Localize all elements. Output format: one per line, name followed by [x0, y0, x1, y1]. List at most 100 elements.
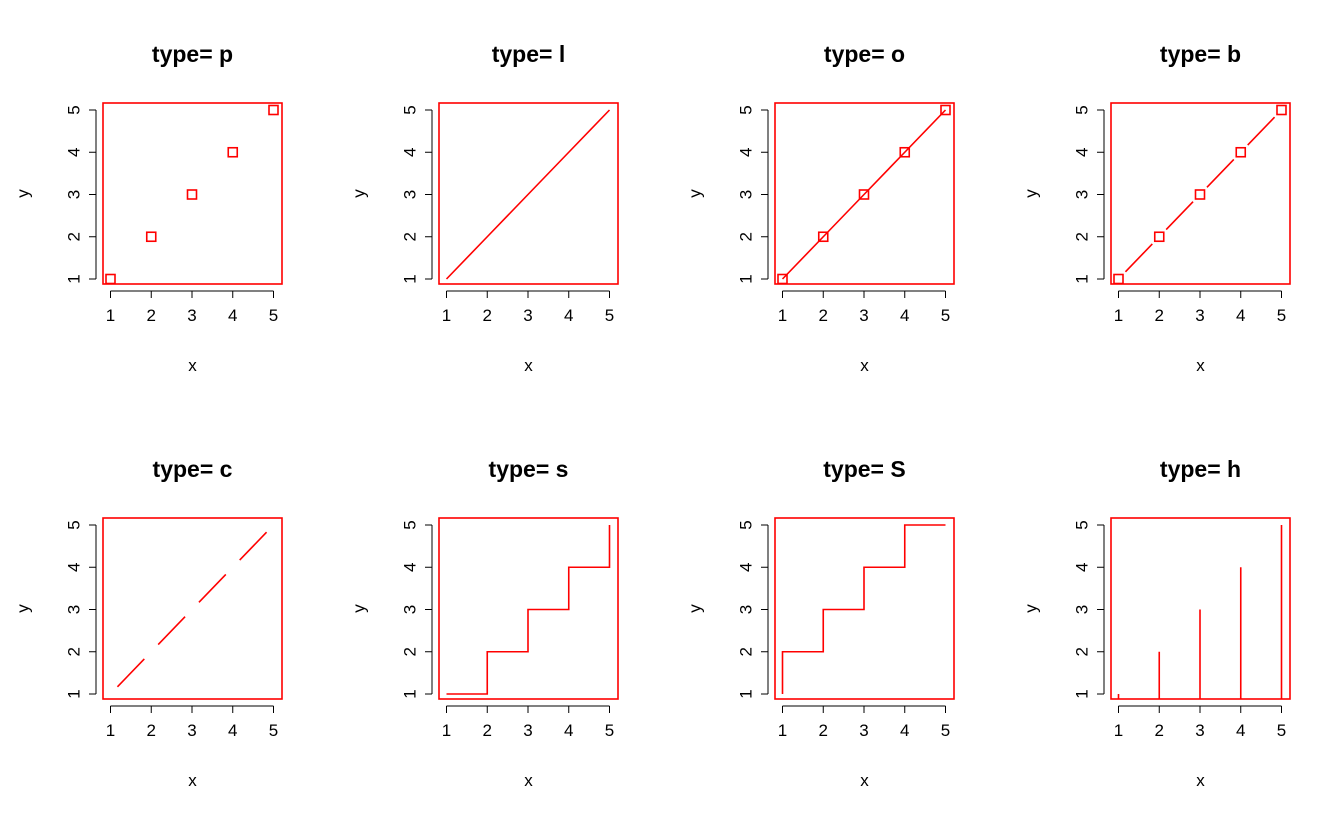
panel-o: type= o 1 2 3 4 5 x 1 2 3 4 5 y: [686, 41, 955, 375]
y-tick-label: 3: [737, 605, 756, 614]
series-segment: [239, 531, 268, 561]
y-tick-label: 3: [65, 605, 84, 614]
x-tick-label: 5: [941, 721, 950, 740]
series-segment: [1247, 116, 1276, 146]
data-point: [1194, 189, 1206, 200]
y-tick-label: 5: [65, 105, 84, 114]
plot-frame: [102, 517, 283, 700]
series-segment: [198, 573, 227, 603]
panel-title: type= p: [152, 41, 233, 67]
plot-frame: [1110, 517, 1291, 700]
x-tick-label: 2: [819, 721, 828, 740]
data-point: [817, 231, 829, 243]
y-tick-label: 3: [737, 190, 756, 199]
x-tick-label: 2: [147, 306, 156, 325]
y-axis-label: y: [14, 189, 33, 198]
y-tick-label: 1: [401, 689, 420, 698]
panel-title: type= c: [153, 456, 233, 482]
panel-b: type= b 1 2 3 4 5 x 1 2 3 4 5 y: [1022, 41, 1291, 375]
data-point: [1276, 104, 1287, 116]
x-axis-label: x: [188, 356, 197, 375]
x-tick-label: 1: [778, 721, 787, 740]
x-tick-label: 1: [1114, 306, 1123, 325]
x-axis-label: x: [524, 356, 533, 375]
x-tick-label: 2: [483, 306, 492, 325]
y-axis-label: y: [1022, 604, 1041, 613]
series-segment: [1124, 243, 1153, 273]
y-tick-label: 4: [737, 563, 756, 572]
panel-title: type= l: [492, 41, 566, 67]
data-point: [1235, 146, 1247, 158]
y-tick-label: 4: [1073, 563, 1092, 572]
x-tick-label: 3: [1195, 306, 1204, 325]
plot-frame: [438, 517, 619, 700]
series-segment: [157, 616, 186, 646]
x-tick-label: 3: [859, 721, 868, 740]
y-tick-label: 5: [737, 520, 756, 529]
y-tick-label: 4: [1073, 148, 1092, 157]
y-tick-label: 4: [65, 563, 84, 572]
y-tick-label: 2: [1073, 647, 1092, 656]
x-tick-label: 1: [1114, 721, 1123, 740]
series-step-line: [781, 524, 946, 694]
y-tick-label: 2: [737, 232, 756, 241]
y-tick-label: 3: [401, 190, 420, 199]
x-tick-label: 3: [1195, 721, 1204, 740]
x-tick-label: 4: [228, 306, 237, 325]
data-point: [940, 104, 951, 116]
x-tick-label: 1: [442, 306, 451, 325]
panel-l: type= l 1 2 3 4 5 x 1 2 3 4 5 y: [350, 41, 619, 375]
x-tick-label: 4: [228, 721, 237, 740]
y-axis-label: y: [686, 604, 705, 613]
y-tick-label: 2: [737, 647, 756, 656]
x-tick-label: 5: [1277, 306, 1286, 325]
x-tick-label: 5: [269, 721, 278, 740]
y-tick-label: 4: [737, 148, 756, 157]
panel-s: type= s 1 2 3 4 5 x 1 2 3 4 5 y: [350, 456, 619, 790]
panel-title: type= s: [489, 456, 569, 482]
data-point: [858, 189, 870, 200]
x-tick-label: 3: [523, 306, 532, 325]
x-tick-label: 2: [819, 306, 828, 325]
x-axis-label: x: [188, 771, 197, 790]
panel-title: type= o: [824, 41, 905, 67]
x-tick-label: 5: [605, 721, 614, 740]
y-tick-label: 5: [65, 520, 84, 529]
y-axis-label: y: [350, 604, 369, 613]
y-tick-label: 3: [401, 605, 420, 614]
y-tick-label: 5: [1073, 105, 1092, 114]
x-tick-label: 4: [900, 721, 909, 740]
plot-frame: [1110, 102, 1291, 285]
y-tick-label: 5: [401, 105, 420, 114]
y-tick-label: 4: [65, 148, 84, 157]
x-tick-label: 4: [1236, 306, 1245, 325]
x-axis-label: x: [860, 771, 869, 790]
y-tick-label: 1: [1073, 274, 1092, 283]
y-axis-label: y: [1022, 189, 1041, 198]
panel-p: type= p 1 2 3 4 5 x 1 2 3 4 5 y: [14, 41, 283, 375]
x-tick-label: 3: [187, 721, 196, 740]
y-tick-label: 5: [737, 105, 756, 114]
x-tick-label: 2: [147, 721, 156, 740]
data-point: [1153, 231, 1165, 243]
y-tick-label: 5: [401, 520, 420, 529]
data-point: [268, 104, 279, 116]
y-tick-label: 4: [401, 563, 420, 572]
panel-c: type= c 1 2 3 4 5 x 1 2 3 4 5 y: [14, 456, 283, 790]
panel-title: type= S: [823, 456, 905, 482]
x-tick-label: 5: [941, 306, 950, 325]
plot-frame: [102, 102, 283, 285]
x-tick-label: 4: [1236, 721, 1245, 740]
panel-h: type= h 1 2 3 4 5 x 1 2 3 4 5 y: [1022, 456, 1291, 790]
data-point: [105, 273, 116, 285]
x-tick-label: 4: [900, 306, 909, 325]
y-tick-label: 1: [401, 274, 420, 283]
panel-title: type= h: [1160, 456, 1241, 482]
data-point: [1113, 273, 1124, 285]
x-tick-label: 2: [1155, 306, 1164, 325]
x-tick-label: 5: [605, 306, 614, 325]
y-tick-label: 1: [1073, 689, 1092, 698]
x-tick-label: 2: [1155, 721, 1164, 740]
y-tick-label: 1: [737, 689, 756, 698]
